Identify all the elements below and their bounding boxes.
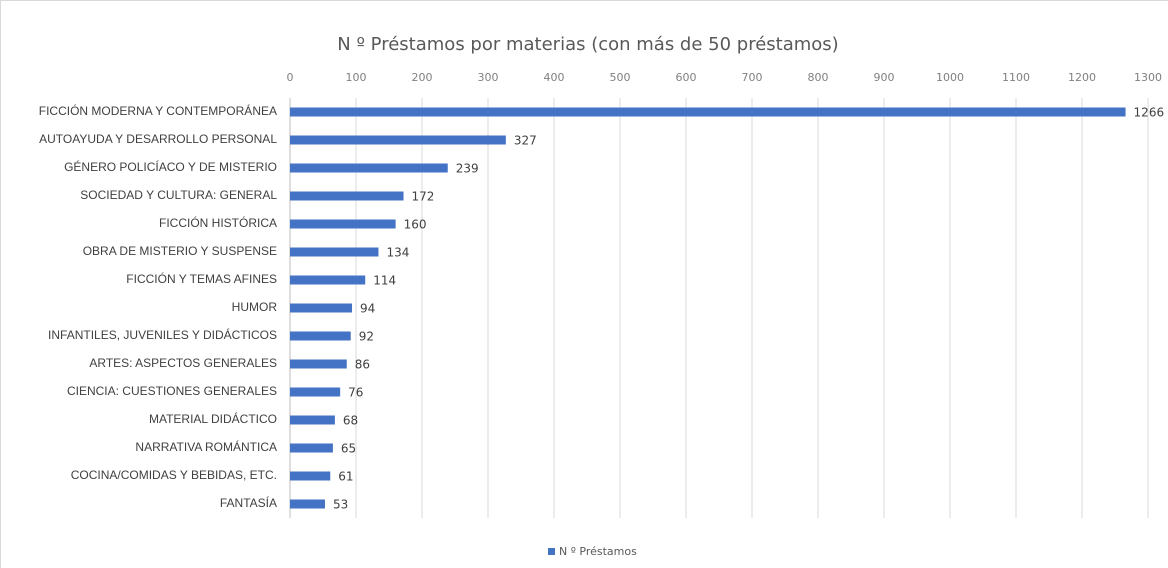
value-label: 68 [343,414,358,428]
x-tick-label: 1200 [1068,71,1096,84]
value-label: 327 [514,134,537,148]
y-tick-label: HUMOR [232,300,278,314]
bar [290,359,347,369]
bar [290,135,506,145]
bar [290,443,333,453]
y-tick-label: CIENCIA: CUESTIONES GENERALES [67,384,277,398]
bar [290,415,335,425]
y-tick-label: OBRA DE MISTERIO Y SUSPENSE [83,244,277,258]
x-tick-label: 800 [808,71,829,84]
bar [290,163,448,173]
y-tick-label: FANTASÍA [220,495,277,510]
y-tick-label: FICCIÓN MODERNA Y CONTEMPORÁNEA [39,103,277,118]
bar [290,219,396,229]
value-label: 53 [333,498,348,512]
value-label: 114 [373,274,396,288]
y-tick-label: INFANTILES, JUVENILES Y DIDÁCTICOS [48,327,277,342]
y-tick-label: ARTES: ASPECTOS GENERALES [89,356,277,370]
value-label: 239 [456,162,479,176]
bar [290,499,325,509]
bar [290,247,379,257]
value-label: 86 [355,358,370,372]
x-tick-label: 1300 [1134,71,1162,84]
value-label: 160 [404,218,427,232]
bar [290,191,404,201]
value-label: 76 [348,386,363,400]
value-label: 1266 [1134,106,1165,120]
value-label: 172 [412,190,435,204]
x-tick-label: 0 [287,71,294,84]
x-tick-label: 600 [676,71,697,84]
y-tick-label: SOCIEDAD Y CULTURA: GENERAL [80,188,277,202]
value-label: 134 [386,246,409,260]
x-tick-label: 500 [610,71,631,84]
chart-title: N º Préstamos por materias (con más de 5… [337,34,838,55]
x-tick-label: 1100 [1002,71,1030,84]
x-tick-label: 300 [478,71,499,84]
y-tick-label: GÉNERO POLICÍACO Y DE MISTERIO [64,159,277,174]
y-tick-label: NARRATIVA ROMÁNTICA [135,439,277,454]
bar [290,303,353,313]
y-tick-label: FICCIÓN Y TEMAS AFINES [126,271,277,286]
x-tick-label: 700 [742,71,763,84]
y-tick-label: FICCIÓN HISTÓRICA [159,215,277,230]
y-tick-label: COCINA/COMIDAS Y BEBIDAS, ETC. [71,468,277,482]
y-tick-label: MATERIAL DIDÁCTICO [149,411,277,426]
x-tick-label: 900 [874,71,895,84]
value-label: 61 [338,470,353,484]
legend-swatch [548,548,555,555]
y-tick-label: AUTOAYUDA Y DESARROLLO PERSONAL [39,132,277,146]
value-label: 92 [359,330,374,344]
bar [290,471,331,481]
bar [290,331,351,341]
value-label: 65 [341,442,356,456]
x-tick-label: 200 [412,71,433,84]
bar [290,387,341,397]
x-tick-label: 100 [346,71,367,84]
x-tick-label: 400 [544,71,565,84]
bar [290,107,1126,117]
x-tick-label: 1000 [936,71,964,84]
bar [290,275,366,285]
value-label: 94 [360,302,375,316]
legend-label: N º Préstamos [559,545,637,558]
